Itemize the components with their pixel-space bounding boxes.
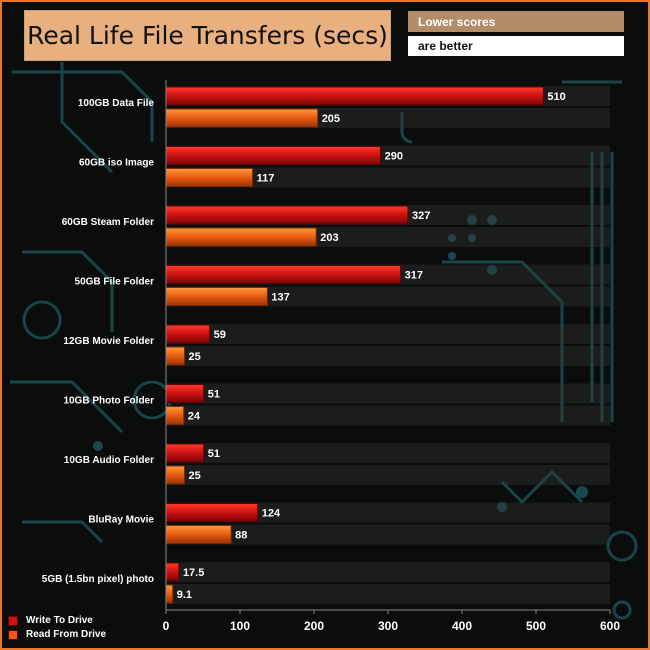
data-label: 203 <box>320 232 338 244</box>
category-label: 12GB Movie Folder <box>63 336 154 347</box>
data-label: 317 <box>405 270 423 282</box>
row-band <box>166 346 610 366</box>
read-bar <box>165 525 232 544</box>
write-bar <box>165 384 205 403</box>
category-label: 10GB Photo Folder <box>63 396 154 407</box>
data-label: 205 <box>322 113 340 125</box>
bars-group <box>165 86 544 604</box>
read-bar <box>165 227 317 247</box>
row-band <box>166 405 610 426</box>
x-tick-label: 400 <box>452 619 472 633</box>
write-bar <box>165 146 382 165</box>
data-label: 25 <box>189 351 201 363</box>
x-tick-label: 200 <box>304 619 324 633</box>
category-label: 60GB iso Image <box>79 158 154 169</box>
x-tick-label: 100 <box>230 619 250 633</box>
data-label: 117 <box>257 173 275 185</box>
write-bar <box>165 562 180 582</box>
row-band <box>166 524 610 545</box>
row-band <box>166 502 610 523</box>
data-label: 124 <box>262 508 281 520</box>
read-bar <box>165 168 254 187</box>
note-line-1: Lower scores <box>418 14 496 29</box>
write-bar <box>165 86 544 106</box>
chart-title-box: Real Life File Transfers (secs) <box>24 10 391 61</box>
labels-group: 100GB Data File 510 205 60GB iso Image 290 11… <box>42 91 566 601</box>
data-label: 59 <box>214 329 226 341</box>
category-label: BluRay Movie <box>88 515 154 526</box>
row-band <box>166 383 610 404</box>
read-bar <box>165 465 185 485</box>
row-band <box>166 443 610 463</box>
read-bar <box>165 584 174 604</box>
category-label: 10GB Audio Folder <box>64 455 154 466</box>
axes-group: 0 100 200 300 400 500 600 <box>163 80 620 633</box>
legend-item-read: Read From Drive <box>8 629 106 640</box>
write-bar <box>165 443 205 463</box>
legend-label-read: Read From Drive <box>26 629 107 640</box>
legend-label-write: Write To Drive <box>26 615 93 626</box>
row-band <box>166 584 610 604</box>
data-label: 137 <box>271 292 289 304</box>
data-label: 51 <box>208 389 220 401</box>
read-bar <box>165 287 268 306</box>
data-label: 510 <box>547 91 565 103</box>
chart-title: Real Life File Transfers (secs) <box>27 21 388 50</box>
read-bar <box>165 108 319 128</box>
data-label: 17.5 <box>183 567 204 579</box>
x-tick-label: 600 <box>600 619 620 633</box>
x-tick-label: 500 <box>526 619 546 633</box>
legend-item-write: Write To Drive <box>8 615 93 626</box>
row-band <box>166 167 610 188</box>
note-are-better: are better <box>408 36 624 56</box>
write-bar <box>165 503 259 522</box>
category-label: 5GB (1.5bn pixel) photo <box>42 574 154 585</box>
data-label: 88 <box>235 530 247 542</box>
write-bar <box>165 205 409 225</box>
row-band <box>166 324 610 344</box>
read-bar <box>165 346 185 366</box>
data-label: 9.1 <box>177 589 192 601</box>
note-lower-scores: Lower scores <box>408 11 624 32</box>
data-label: 290 <box>385 151 403 163</box>
row-band <box>166 465 610 485</box>
category-label: 100GB Data File <box>78 98 155 109</box>
write-bar <box>165 324 211 344</box>
note-line-2: are better <box>418 39 473 53</box>
data-label: 24 <box>188 411 201 423</box>
write-bar <box>165 265 402 284</box>
row-band <box>166 286 610 307</box>
row-band <box>166 562 610 582</box>
x-tick-label: 0 <box>163 619 170 633</box>
category-label: 60GB Steam Folder <box>62 217 154 228</box>
data-label: 51 <box>208 448 220 460</box>
category-label: 50GB File Folder <box>75 277 155 288</box>
legend-swatch-read <box>8 629 18 640</box>
x-tick-label: 300 <box>378 619 398 633</box>
data-label: 327 <box>412 210 430 222</box>
data-label: 25 <box>189 470 201 482</box>
legend-swatch-write <box>8 615 18 626</box>
read-bar <box>165 406 185 425</box>
